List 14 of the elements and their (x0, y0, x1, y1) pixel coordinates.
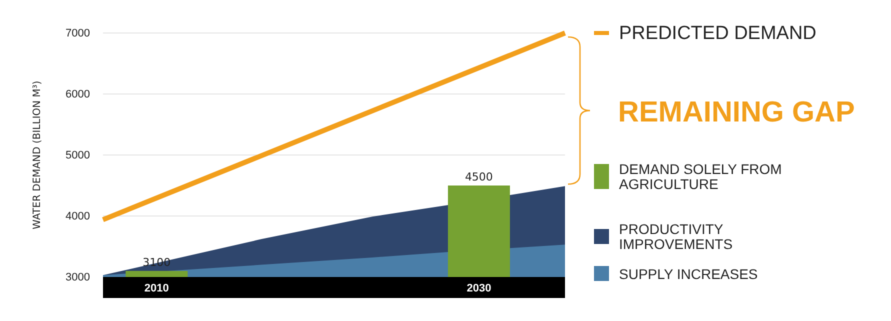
legend-label: PRODUCTIVITY IMPROVEMENTS (619, 221, 733, 252)
x-tick-label: 2030 (466, 282, 492, 295)
x-tick-label: 2010 (144, 282, 169, 295)
y-tick-label: 3000 (66, 272, 90, 284)
y-tick-label: 4000 (66, 210, 90, 223)
legend-label: PREDICTED DEMAND (619, 23, 816, 44)
y-tick-label: 5000 (66, 150, 90, 162)
y-axis-title: WATER DEMAND (BILLION M³) (32, 80, 43, 230)
legend-label: SUPPLY INCREASES (619, 266, 758, 282)
text: REMAINING GAP (618, 96, 855, 129)
legend-label: DEMAND SOLELY FROM AGRICULTURE (619, 161, 782, 192)
y-tick-label: 6000 (66, 88, 90, 101)
y-tick-label: 7000 (66, 28, 90, 40)
data-label: 4500 (464, 170, 493, 184)
